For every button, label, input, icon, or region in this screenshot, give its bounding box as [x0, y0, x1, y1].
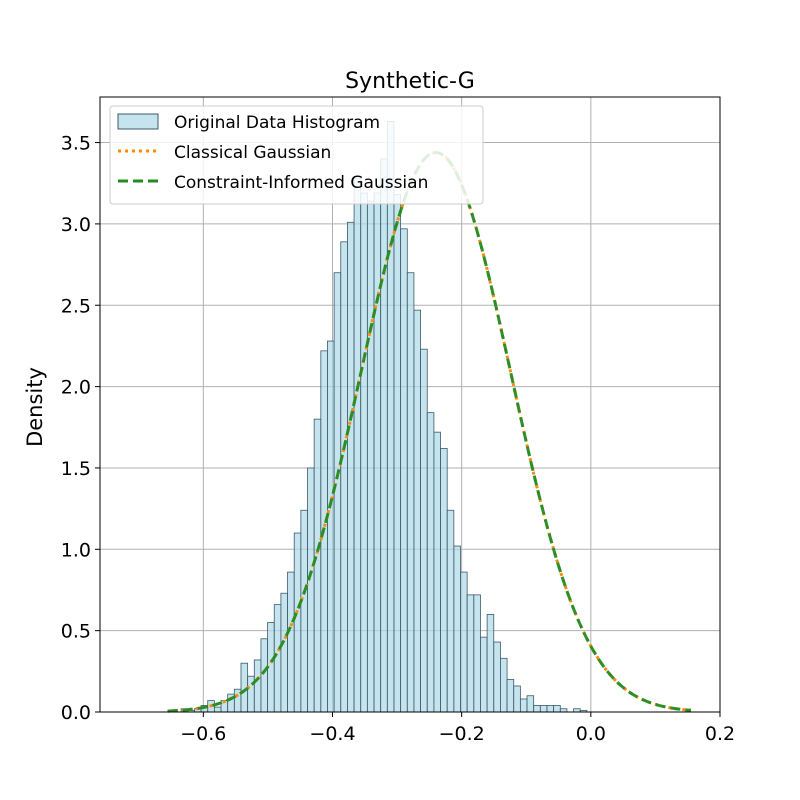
histogram-bars [167, 121, 588, 713]
histogram-bar [553, 705, 561, 713]
legend-box [109, 105, 484, 205]
histogram-bar [340, 241, 348, 713]
histogram-bar [486, 613, 495, 713]
histogram-bar [546, 705, 555, 713]
y-tick-label: 2.0 [61, 377, 91, 399]
histogram-bar [353, 177, 362, 713]
histogram-bar [493, 641, 501, 713]
histogram-bar [386, 121, 395, 713]
y-tick-label: 0.0 [61, 702, 91, 724]
histogram-bar [293, 532, 302, 713]
histogram-bar [440, 448, 448, 713]
histogram-bar [420, 348, 428, 713]
histogram-bar [480, 636, 488, 713]
histogram-bar [519, 698, 528, 713]
x-tick-label: 0.2 [705, 723, 735, 745]
legend-histogram-swatch [117, 113, 159, 130]
histogram-bar [280, 592, 288, 713]
histogram-bar [360, 192, 368, 713]
x-tick-label: −0.2 [439, 723, 485, 745]
x-tick-label: 0.0 [576, 723, 606, 745]
histogram-bar [347, 221, 355, 713]
histogram-bar [253, 659, 262, 713]
histogram-bar [400, 228, 408, 713]
histogram-bar [539, 705, 548, 713]
histogram-bar [380, 158, 388, 713]
histogram-bar [406, 272, 415, 713]
histogram-bar [327, 340, 335, 713]
histogram-bar [526, 695, 535, 713]
histogram-bar [473, 594, 481, 713]
histogram-bar [213, 706, 222, 713]
chart-title: Synthetic-G [345, 69, 475, 94]
histogram-bar [287, 571, 295, 713]
y-axis-label: Density [23, 367, 47, 447]
legend: Original Data Histogram Classical Gaussi… [109, 105, 484, 205]
histogram-bar [373, 192, 382, 713]
histogram-bar [500, 657, 508, 713]
legend-histogram-label: Original Data Histogram [174, 113, 380, 133]
y-tick-label: 2.5 [61, 295, 91, 317]
histogram-bar [366, 200, 375, 713]
y-tick-label: 0.5 [61, 621, 91, 643]
histogram-bar [460, 571, 468, 713]
histogram-bar [506, 679, 515, 713]
plot-frame [99, 96, 721, 713]
histogram-bar [260, 638, 268, 713]
histogram-bar [333, 272, 342, 713]
histogram-bar [513, 685, 521, 713]
x-tick-label: −0.6 [180, 723, 226, 745]
y-tick-label: 3.5 [61, 133, 91, 155]
y-tick-label: 3.0 [61, 214, 91, 236]
legend-constraint-label: Constraint-Informed Gaussian [174, 173, 428, 193]
histogram-bar [433, 431, 441, 713]
histogram-bar [466, 594, 475, 713]
histogram-bar [533, 705, 541, 713]
histogram-bar [300, 509, 308, 713]
axis-ticks: −0.6 −0.4 −0.2 0.0 0.2 0.0 0.5 1.0 1.5 2.0 2.5 3.0 3… [61, 133, 735, 745]
x-tick-label: −0.4 [309, 723, 355, 745]
histogram-bar [307, 467, 315, 713]
histogram-bar [426, 412, 435, 713]
histogram-bar [446, 509, 455, 713]
y-tick-label: 1.5 [61, 458, 91, 480]
legend-classical-label: Classical Gaussian [174, 143, 331, 163]
histogram-bar [413, 309, 421, 713]
y-tick-label: 1.0 [61, 539, 91, 561]
histogram-bar [453, 545, 461, 713]
histogram-bar [393, 194, 402, 713]
histogram-bar [313, 418, 322, 713]
